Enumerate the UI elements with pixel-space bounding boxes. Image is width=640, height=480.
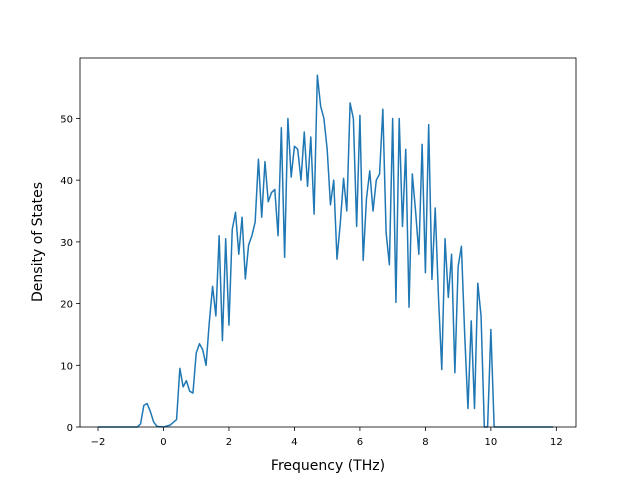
x-tick-label: 0 xyxy=(160,437,166,448)
y-tick-label: 20 xyxy=(60,300,73,311)
x-tick-label: 8 xyxy=(422,437,428,448)
x-tick-label: 2 xyxy=(226,437,232,448)
x-tick-label: 6 xyxy=(357,437,363,448)
x-tick-label: 12 xyxy=(550,437,563,448)
y-axis-label: Density of States xyxy=(30,182,46,302)
x-tick-label: 10 xyxy=(485,437,498,448)
y-tick-label: 0 xyxy=(67,423,73,434)
x-axis-label: Frequency (THz) xyxy=(271,458,385,474)
y-tick-label: 40 xyxy=(60,176,73,187)
y-tick-label: 10 xyxy=(60,361,73,372)
x-tick-label: 4 xyxy=(291,437,297,448)
y-tick-label: 30 xyxy=(60,238,73,249)
axes-frame xyxy=(79,57,577,428)
line-series xyxy=(98,74,554,428)
y-tick-label: 50 xyxy=(60,114,73,125)
x-tick-label: −2 xyxy=(91,437,106,448)
